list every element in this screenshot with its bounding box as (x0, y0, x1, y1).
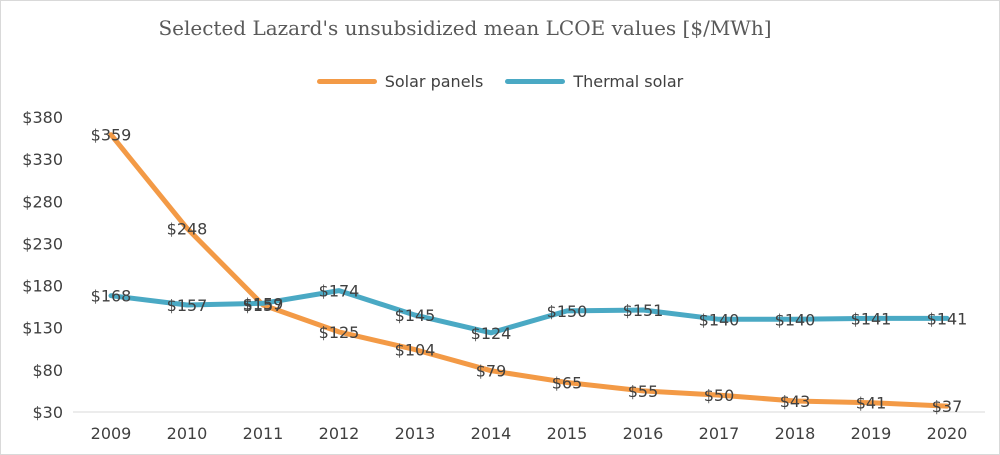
x-tick-label: 2020 (927, 424, 968, 443)
y-tick-label: $130 (22, 319, 63, 338)
x-tick-label: 2009 (91, 424, 132, 443)
data-label: $174 (319, 282, 360, 301)
data-label: $359 (91, 126, 132, 145)
data-label: $55 (628, 382, 659, 401)
data-label: $145 (395, 306, 436, 325)
data-label: $140 (775, 310, 816, 329)
data-label: $140 (699, 310, 740, 329)
x-tick-label: 2014 (471, 424, 512, 443)
x-tick-label: 2012 (319, 424, 360, 443)
data-label: $151 (623, 301, 664, 320)
data-label: $248 (167, 219, 208, 238)
y-tick-label: $230 (22, 234, 63, 253)
x-tick-label: 2018 (775, 424, 816, 443)
legend-swatch-thermal-solar (505, 79, 566, 84)
data-label: $157 (167, 296, 208, 315)
data-label: $150 (547, 302, 588, 321)
x-tick-label: 2015 (547, 424, 588, 443)
data-label: $124 (471, 324, 512, 343)
legend-item-thermal-solar: Thermal solar (505, 72, 683, 91)
y-tick-label: $330 (22, 150, 63, 169)
y-tick-label: $380 (22, 108, 63, 127)
x-tick-label: 2013 (395, 424, 436, 443)
data-label: $141 (851, 309, 892, 328)
data-label: $168 (91, 287, 132, 306)
data-label: $41 (856, 394, 887, 413)
legend-swatch-solar-panels (316, 79, 377, 84)
series-line-thermal-solar (108, 288, 950, 336)
x-tick-label: 2017 (699, 424, 740, 443)
series-line-solar-panels (108, 132, 950, 409)
data-label: $65 (552, 374, 583, 393)
y-tick-label: $180 (22, 277, 63, 296)
data-label: $125 (319, 323, 360, 342)
data-label: $50 (704, 386, 735, 405)
x-tick-label: 2016 (623, 424, 664, 443)
x-tick-label: 2019 (851, 424, 892, 443)
x-tick-label: 2010 (167, 424, 208, 443)
data-label: $104 (395, 341, 436, 360)
data-label: $79 (476, 362, 507, 381)
data-label: $141 (927, 309, 968, 328)
legend-item-solar-panels: Solar panels (316, 72, 484, 91)
legend-label-thermal-solar: Thermal solar (573, 72, 684, 91)
chart-legend: Solar panels Thermal solar (0, 72, 1000, 91)
chart-title: Selected Lazard's unsubsidized mean LCOE… (158, 16, 772, 40)
y-tick-label: $280 (22, 192, 63, 211)
data-label: $157 (243, 296, 284, 315)
data-label: $37 (932, 397, 963, 416)
data-label: $43 (780, 392, 811, 411)
data-label: $159 (243, 294, 284, 313)
legend-label-solar-panels: Solar panels (384, 72, 484, 91)
y-tick-label: $30 (32, 403, 63, 422)
y-tick-label: $80 (32, 361, 63, 380)
x-tick-label: 2011 (243, 424, 284, 443)
